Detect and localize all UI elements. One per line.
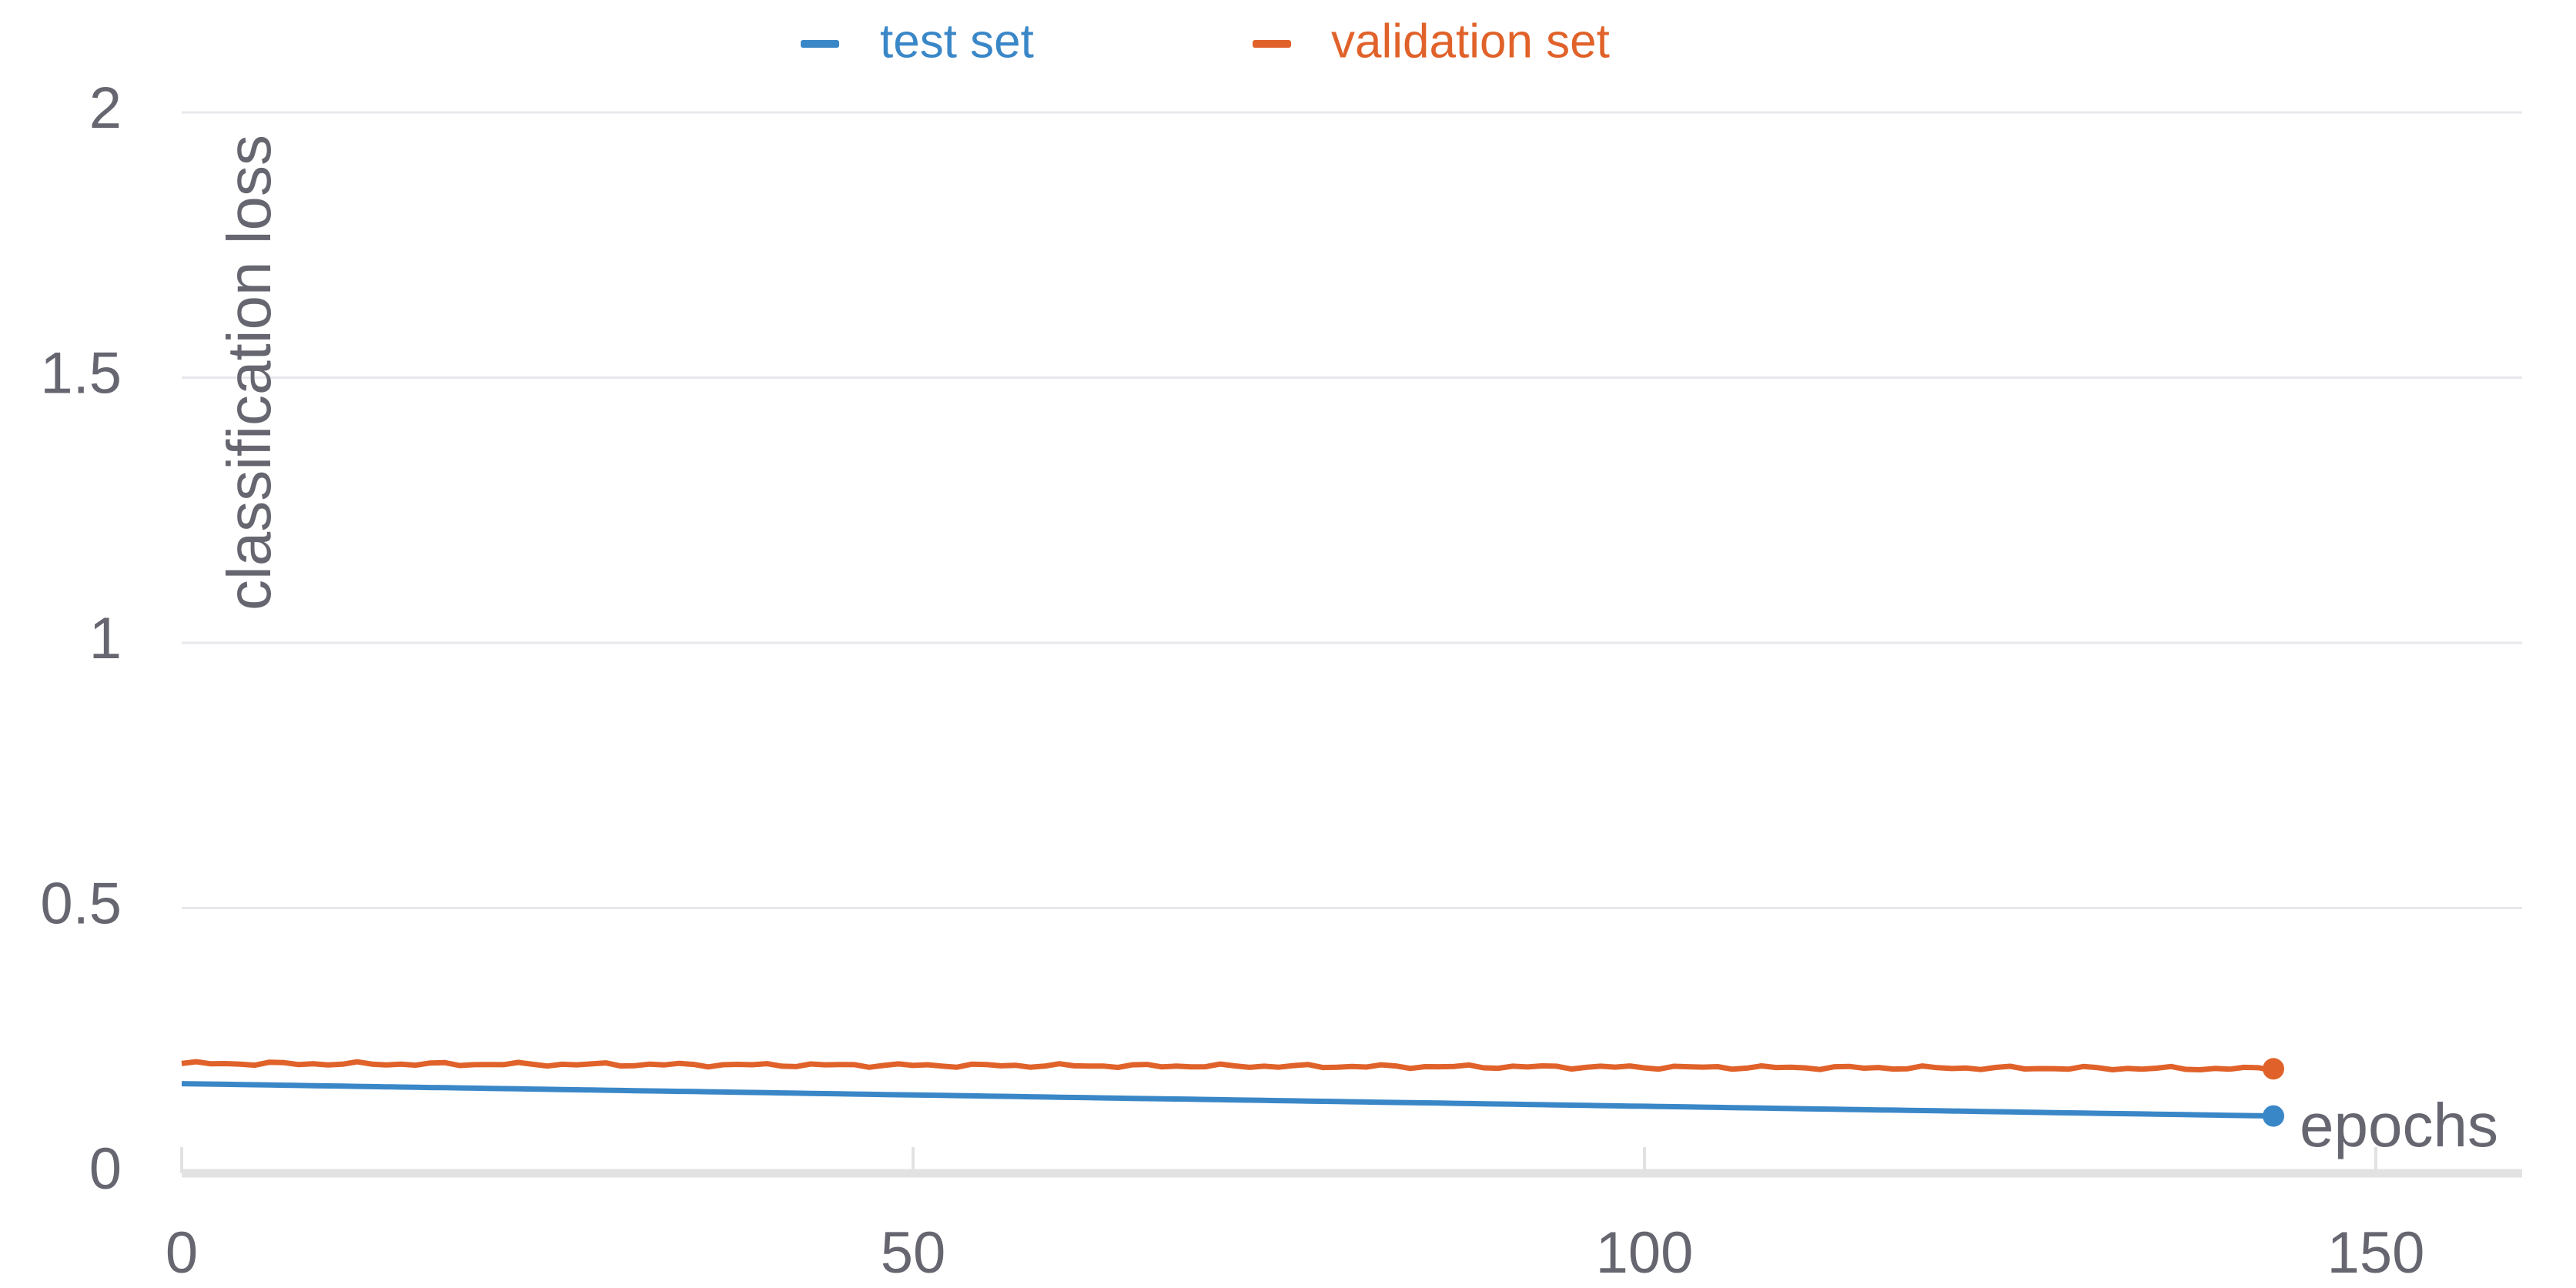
series-endpoint-test[interactable] [2263, 1105, 2284, 1127]
y-axis-ticks: 0 0.5 1 1.5 2 [40, 75, 122, 1202]
y-axis-label: classification loss [215, 135, 283, 611]
x-tick-label: 50 [881, 1220, 946, 1286]
y-tick-label: 1 [89, 606, 122, 671]
series-lines [181, 1058, 2284, 1127]
series-endpoint-validation[interactable] [2263, 1058, 2284, 1080]
y-tick-label: 0.5 [40, 871, 122, 937]
y-tick-label: 0 [89, 1136, 122, 1202]
series-line-validation [181, 1059, 2274, 1074]
x-tick-label: 150 [2327, 1220, 2425, 1286]
grid-lines [182, 111, 2522, 909]
x-tick-label: 0 [166, 1220, 198, 1286]
legend-marker-test [801, 40, 839, 48]
legend-label-validation: validation set [1331, 15, 1610, 68]
legend-marker-validation [1253, 40, 1291, 48]
x-axis-label: epochs [2300, 1091, 2498, 1159]
x-tick-label: 100 [1596, 1220, 1694, 1286]
legend-item-validation[interactable]: validation set [1253, 15, 1610, 68]
y-tick-label: 2 [89, 75, 122, 141]
legend-label-test: test set [880, 15, 1034, 68]
y-tick-label: 1.5 [40, 341, 122, 406]
series-line-test [181, 1081, 2274, 1119]
x-axis: 0 50 100 150 [166, 1147, 2522, 1286]
legend-item-test[interactable]: test set [801, 15, 1034, 68]
legend: test set validation set [801, 15, 1610, 68]
